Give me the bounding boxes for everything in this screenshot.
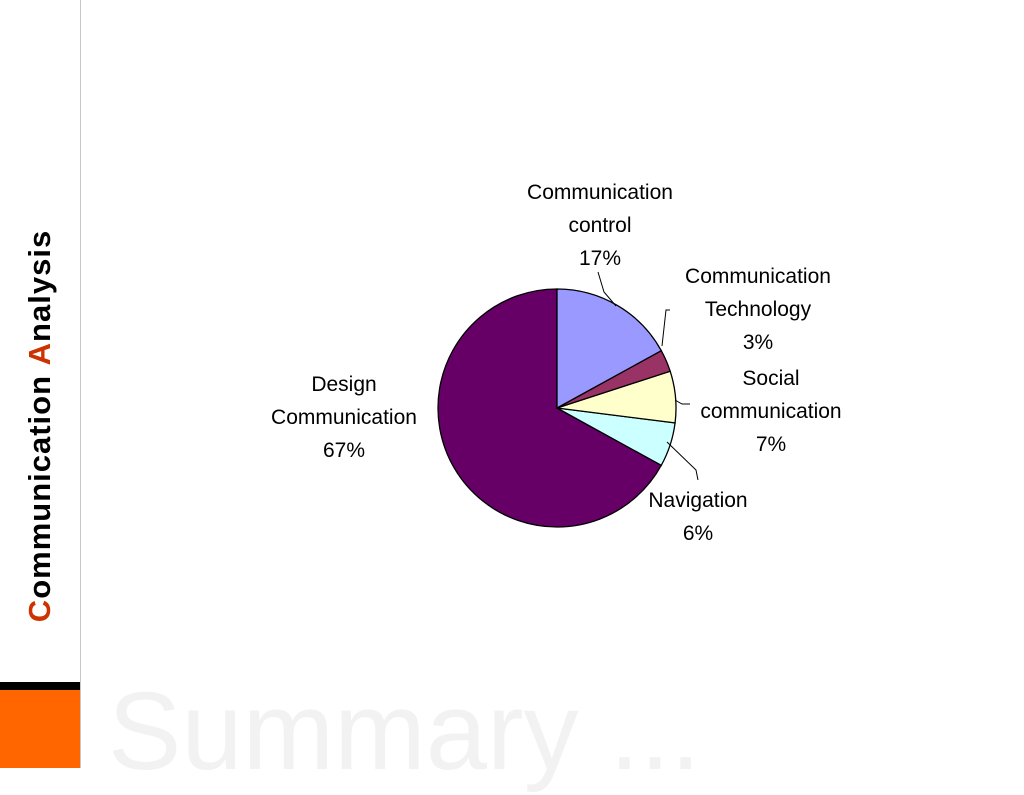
sidebar	[0, 0, 81, 768]
leader-line	[674, 399, 690, 405]
leader-line	[661, 309, 670, 347]
category-label: Social communication	[700, 367, 842, 423]
slice-label: Navigation 6%	[608, 484, 788, 550]
value-label: 17%	[578, 247, 622, 270]
slice-label: Communication control 17%	[510, 176, 690, 275]
category-label: Communication control	[527, 181, 673, 237]
slice-label: Design Communication 67%	[254, 368, 434, 467]
leader-line	[597, 271, 617, 307]
value-label: 67%	[322, 439, 366, 462]
slice-label: Social communication 7%	[681, 362, 861, 461]
slide: Communication Analysis Summary ... (() =…	[0, 0, 861, 793]
chart	[437, 271, 699, 528]
value-label: 6%	[682, 522, 714, 545]
category-label: Design Communication	[271, 373, 417, 429]
pie-slice	[437, 288, 663, 528]
sidebar-block	[0, 690, 80, 768]
slice-label: Communication Technology 3%	[668, 260, 848, 359]
pie-slice	[556, 288, 663, 410]
category-label: Communication Technology	[685, 265, 831, 321]
leader-line	[666, 441, 699, 481]
value-label: 7%	[755, 433, 787, 456]
value-label: 3%	[742, 331, 774, 354]
sidebar-bar	[0, 682, 80, 690]
category-label: Navigation	[648, 489, 748, 512]
